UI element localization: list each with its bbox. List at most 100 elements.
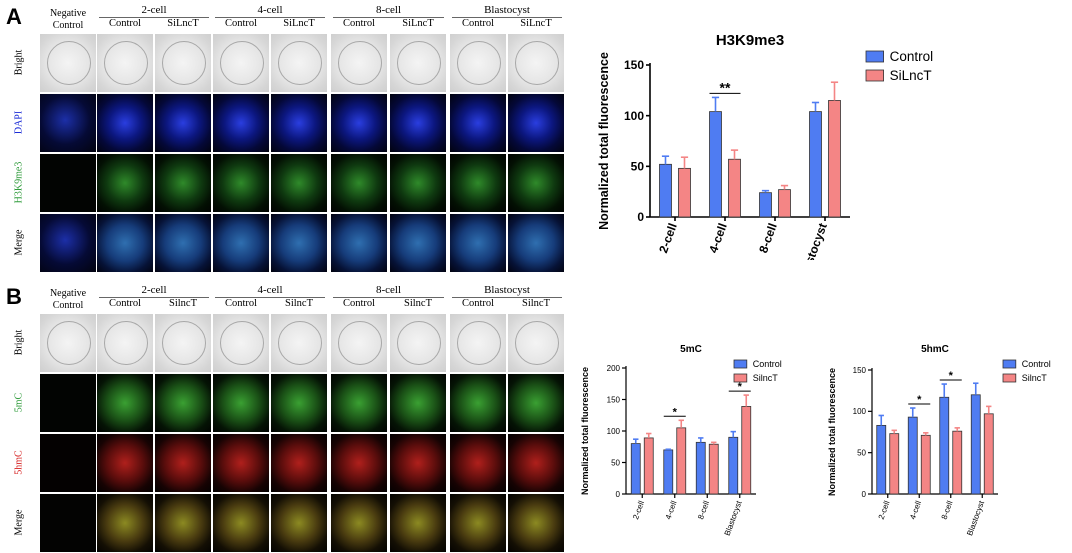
stage-header-4-cell: 4-cell: [257, 284, 283, 296]
bar-control: [630, 443, 641, 495]
micrograph-h3k9me3: [40, 154, 96, 212]
micrograph-bright: [155, 314, 211, 372]
condition-header-control: Control: [342, 18, 376, 29]
micrograph-dapi: [390, 94, 446, 152]
micrograph-merge: [97, 214, 153, 272]
stage-header-4-cell: 4-cell: [257, 4, 283, 16]
embryo-outline: [220, 321, 264, 365]
embryo-outline: [162, 41, 206, 85]
bar-silnct: [708, 443, 719, 495]
bar-control: [728, 436, 739, 495]
micrograph-dapi: [155, 94, 211, 152]
micrograph-dapi: [508, 94, 564, 152]
stage-header-underline: [215, 297, 325, 298]
x-tick-label: blastocyst: [796, 221, 829, 260]
h3k9me3-chart: H3K9me3 Normalized total fluorescence 0 50 1…: [597, 32, 934, 260]
legend-swatch-silnct: [865, 69, 885, 82]
micrograph-bright: [390, 34, 446, 92]
5mc-chart: 5mC Normalized total fluorescence 0 50 100 15…: [580, 344, 782, 537]
legend-label-control: Control: [1022, 359, 1051, 369]
micrograph-merge: [331, 494, 387, 552]
micrograph-merge: [97, 494, 153, 552]
micrograph-5hmc: [331, 434, 387, 492]
micrograph-5hmc: [40, 434, 96, 492]
stage-header-blastocyst: Blastocyst: [484, 4, 530, 16]
significance-marker: *: [738, 381, 743, 393]
x-tick-label: 4-cell: [908, 499, 923, 520]
condition-header-silnct: SilncT: [404, 298, 432, 309]
y-tick-label: 0: [862, 490, 867, 499]
x-tick-label: 4-cell: [664, 499, 679, 520]
stage-header-underline: [99, 297, 209, 298]
micrograph-bright: [155, 34, 211, 92]
row-label-5hmc: 5hmC: [13, 450, 25, 475]
bar-control: [907, 416, 918, 495]
panel-a-letter: A: [6, 4, 22, 29]
embryo-outline: [338, 321, 382, 365]
micrograph-bright: [213, 34, 269, 92]
legend-label-control: Control: [890, 49, 934, 64]
legend-label-silnct: SilncT: [753, 373, 779, 383]
micrograph-bright: [450, 34, 506, 92]
y-tick-label: 50: [611, 458, 620, 467]
stage-header-8-cell: 8-cell: [375, 284, 402, 296]
micrograph-merge: [213, 494, 269, 552]
embryo-outline: [397, 321, 441, 365]
bar-silnct: [676, 427, 687, 495]
x-tick-label: Blastocyst: [723, 499, 744, 537]
micrograph-merge: [508, 494, 564, 552]
bar-silnct: [643, 437, 654, 495]
row-label-merge: Merge: [13, 229, 25, 256]
significance-marker: *: [949, 370, 954, 382]
row-label-merge: Merge: [13, 509, 25, 536]
micrograph-bright: [331, 34, 387, 92]
micrograph-merge: [271, 214, 327, 272]
bar-silnct: [983, 413, 994, 495]
legend-label-control: Control: [753, 359, 782, 369]
micrograph-5hmc: [213, 434, 269, 492]
legend-swatch-control: [733, 359, 748, 369]
stage-header-blastocyst: Blastocyst: [484, 284, 530, 296]
legend-swatch-control: [1002, 359, 1017, 369]
bar-control: [939, 396, 950, 495]
micrograph-merge: [40, 494, 96, 552]
row-label-bright: Bright: [13, 329, 25, 356]
embryo-outline: [47, 41, 91, 85]
y-tick-label: 0: [637, 210, 644, 224]
legend-label-silnct: SiLncT: [890, 68, 932, 83]
micrograph-5hmc: [155, 434, 211, 492]
y-tick-label: 150: [607, 395, 621, 404]
chart-title: 5mC: [680, 344, 702, 355]
row-label-dapi: DAPI: [13, 110, 25, 135]
significance-marker: **: [720, 79, 731, 95]
bar-control: [659, 163, 672, 218]
micrograph-5mc: [97, 374, 153, 432]
x-tick-label: 2-cell: [877, 499, 892, 520]
significance-marker: *: [673, 406, 678, 418]
bar-silnct: [920, 434, 931, 495]
y-axis-label: Normalized total fluorescence: [597, 52, 611, 230]
micrograph-5mc: [40, 374, 96, 432]
micrograph-h3k9me3: [97, 154, 153, 212]
micrograph-5mc: [155, 374, 211, 432]
embryo-outline: [515, 41, 559, 85]
bar-silnct: [728, 158, 741, 218]
x-tick-label: 8-cell: [756, 221, 780, 255]
y-tick-label: 100: [624, 109, 644, 123]
micrograph-merge: [155, 494, 211, 552]
chart-title: H3K9me3: [716, 32, 784, 49]
bar-silnct: [741, 406, 752, 495]
y-tick-label: 200: [607, 364, 621, 373]
condition-header-silnct: SiLncT: [167, 18, 199, 29]
micrograph-5hmc: [508, 434, 564, 492]
micrograph-h3k9me3: [213, 154, 269, 212]
y-tick-label: 50: [631, 160, 645, 174]
x-tick-label: 8-cell: [940, 499, 955, 520]
micrograph-dapi: [331, 94, 387, 152]
micrograph-bright: [213, 314, 269, 372]
condition-header-silnct: SilncT: [169, 298, 197, 309]
condition-header-silnct: SiLncT: [520, 18, 552, 29]
micrograph-h3k9me3: [450, 154, 506, 212]
bar-control: [876, 424, 887, 495]
condition-header-control: Control: [342, 298, 376, 309]
